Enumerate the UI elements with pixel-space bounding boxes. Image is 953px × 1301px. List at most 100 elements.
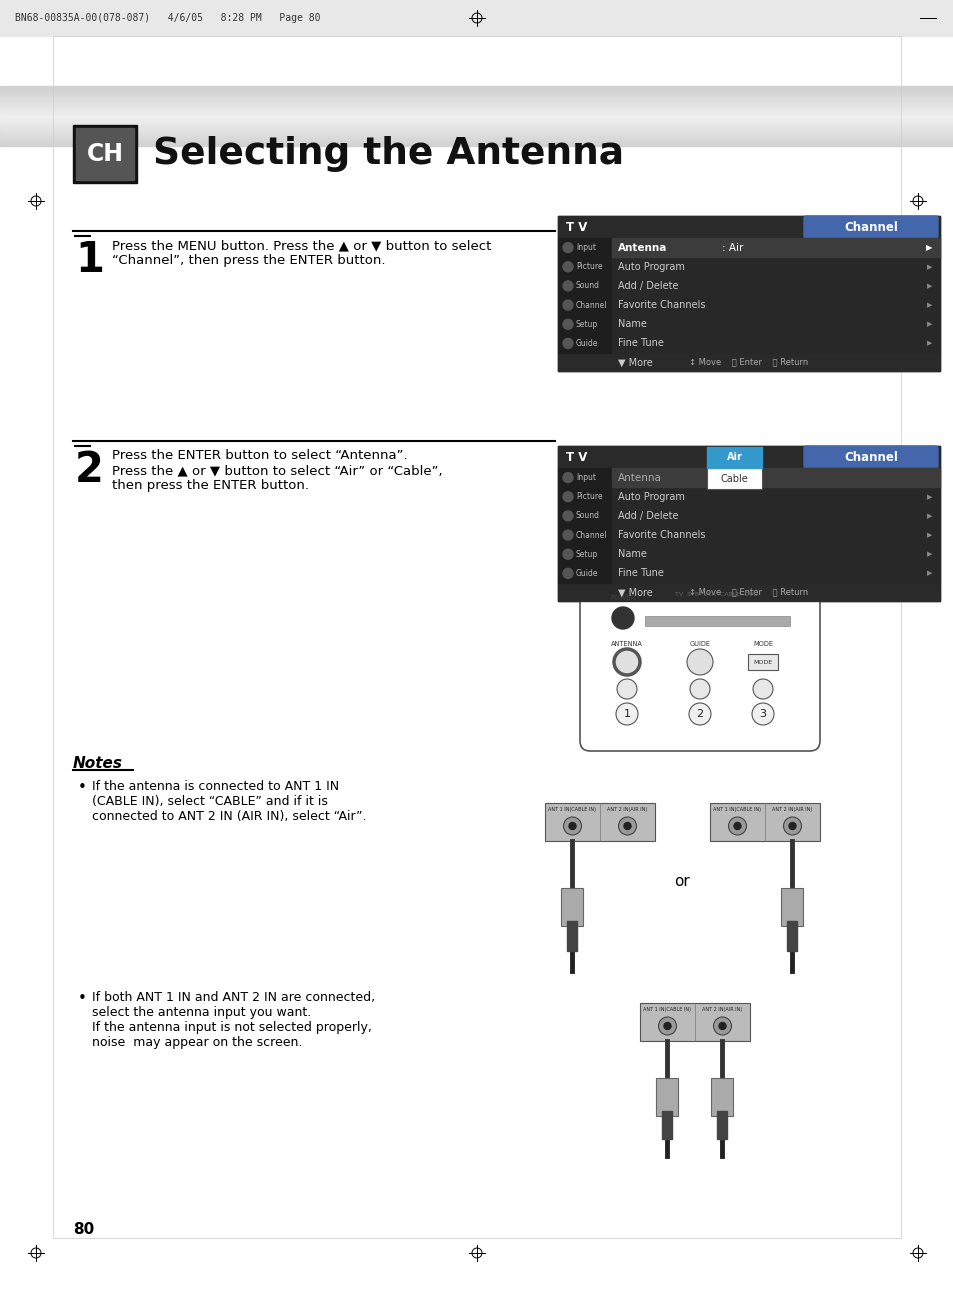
Bar (73, 125, 137, 183)
Bar (558, 353, 939, 371)
Bar (0, 117, 953, 118)
Bar (0, 95, 953, 96)
Bar (0, 100, 953, 101)
Bar (0, 131, 953, 133)
Bar (0, 143, 953, 144)
Bar (0, 86, 953, 88)
Bar (0, 103, 953, 104)
Bar (0, 120, 953, 121)
Bar (558, 468, 612, 583)
Circle shape (562, 569, 573, 579)
Text: TV  STB  VCR  CABLE  DVD: TV STB VCR CABLE DVD (675, 592, 758, 596)
Circle shape (562, 492, 573, 502)
Text: Antenna: Antenna (618, 472, 661, 483)
Text: Notes: Notes (73, 756, 123, 771)
Bar (0, 127, 953, 129)
Text: T V: T V (565, 450, 587, 463)
Text: Selecting the Antenna: Selecting the Antenna (152, 137, 623, 172)
Text: Favorite Channels: Favorite Channels (618, 530, 705, 540)
Bar (0, 109, 953, 111)
Bar (0, 126, 953, 127)
FancyBboxPatch shape (803, 446, 937, 468)
Bar (717, 1111, 726, 1138)
Bar (0, 94, 953, 95)
Circle shape (612, 608, 634, 628)
Bar (706, 446, 761, 489)
Bar (558, 446, 939, 601)
Bar (0, 116, 953, 117)
Circle shape (617, 679, 637, 699)
Bar (0, 130, 953, 131)
Bar (0, 88, 953, 90)
Text: ↕ Move    ⓡ Enter    ⓻ Return: ↕ Move ⓡ Enter ⓻ Return (689, 588, 808, 596)
Bar (661, 1111, 671, 1138)
Text: MODE: MODE (752, 641, 772, 647)
Bar (0, 125, 953, 127)
Text: CH: CH (87, 142, 123, 167)
Text: Input: Input (576, 474, 596, 483)
Bar (0, 129, 953, 130)
Text: ▶: ▶ (925, 494, 931, 500)
Text: 1: 1 (75, 239, 104, 281)
Bar (0, 95, 953, 98)
Circle shape (788, 822, 795, 830)
Bar (558, 446, 939, 468)
Bar (0, 104, 953, 105)
Circle shape (733, 822, 740, 830)
Circle shape (562, 301, 573, 310)
Text: ↕ Move    ⓡ Enter    ⓻ Return: ↕ Move ⓡ Enter ⓻ Return (689, 358, 808, 367)
Circle shape (658, 1017, 676, 1036)
Bar (0, 130, 953, 131)
Text: Setup: Setup (576, 320, 598, 329)
Text: Auto Program: Auto Program (618, 262, 684, 272)
Bar (0, 138, 953, 141)
Text: ANT 2 IN(AIR IN): ANT 2 IN(AIR IN) (772, 807, 812, 812)
Bar (53, 36, 900, 1239)
Circle shape (562, 511, 573, 520)
Bar (0, 86, 953, 87)
Bar (612, 468, 939, 487)
Circle shape (562, 338, 573, 349)
Bar (558, 216, 939, 238)
Bar (0, 124, 953, 125)
Text: 2: 2 (696, 709, 702, 719)
Bar (0, 99, 953, 101)
Bar (0, 101, 953, 103)
Circle shape (719, 1023, 725, 1029)
Bar (612, 238, 939, 353)
Text: ▼ More: ▼ More (618, 588, 652, 597)
Circle shape (752, 679, 772, 699)
Text: ▶: ▶ (925, 532, 931, 539)
Bar (781, 889, 802, 926)
Bar (0, 118, 953, 120)
Text: MODE: MODE (753, 660, 772, 665)
Text: ANT 2 IN(AIR IN): ANT 2 IN(AIR IN) (701, 1007, 741, 1011)
Bar (558, 238, 612, 353)
Text: 80: 80 (73, 1222, 94, 1236)
Text: ANT 2 IN(AIR IN): ANT 2 IN(AIR IN) (607, 807, 647, 812)
Bar (0, 112, 953, 114)
Text: ▶: ▶ (924, 243, 931, 252)
Bar (0, 92, 953, 94)
Bar (0, 96, 953, 98)
Text: If the antenna is connected to ANT 1 IN
(CABLE IN), select “CABLE” and if it is
: If the antenna is connected to ANT 1 IN … (91, 781, 366, 824)
Bar (0, 138, 953, 139)
Circle shape (568, 822, 576, 830)
Text: Channel: Channel (843, 450, 897, 463)
Bar (709, 803, 820, 840)
Circle shape (623, 822, 630, 830)
Bar (0, 117, 953, 118)
Circle shape (688, 703, 710, 725)
Circle shape (614, 649, 639, 675)
Bar (0, 134, 953, 135)
Circle shape (782, 817, 801, 835)
Text: Guide: Guide (576, 569, 598, 578)
Bar (710, 1079, 732, 1116)
Text: 2: 2 (75, 449, 104, 490)
Circle shape (751, 703, 773, 725)
Text: If both ANT 1 IN and ANT 2 IN are connected,
select the antenna input you want.
: If both ANT 1 IN and ANT 2 IN are connec… (91, 991, 375, 1049)
Circle shape (728, 817, 745, 835)
Text: Air: Air (726, 453, 741, 462)
Text: ANT 1 IN(CABLE IN): ANT 1 IN(CABLE IN) (713, 807, 760, 812)
Bar (558, 583, 939, 601)
